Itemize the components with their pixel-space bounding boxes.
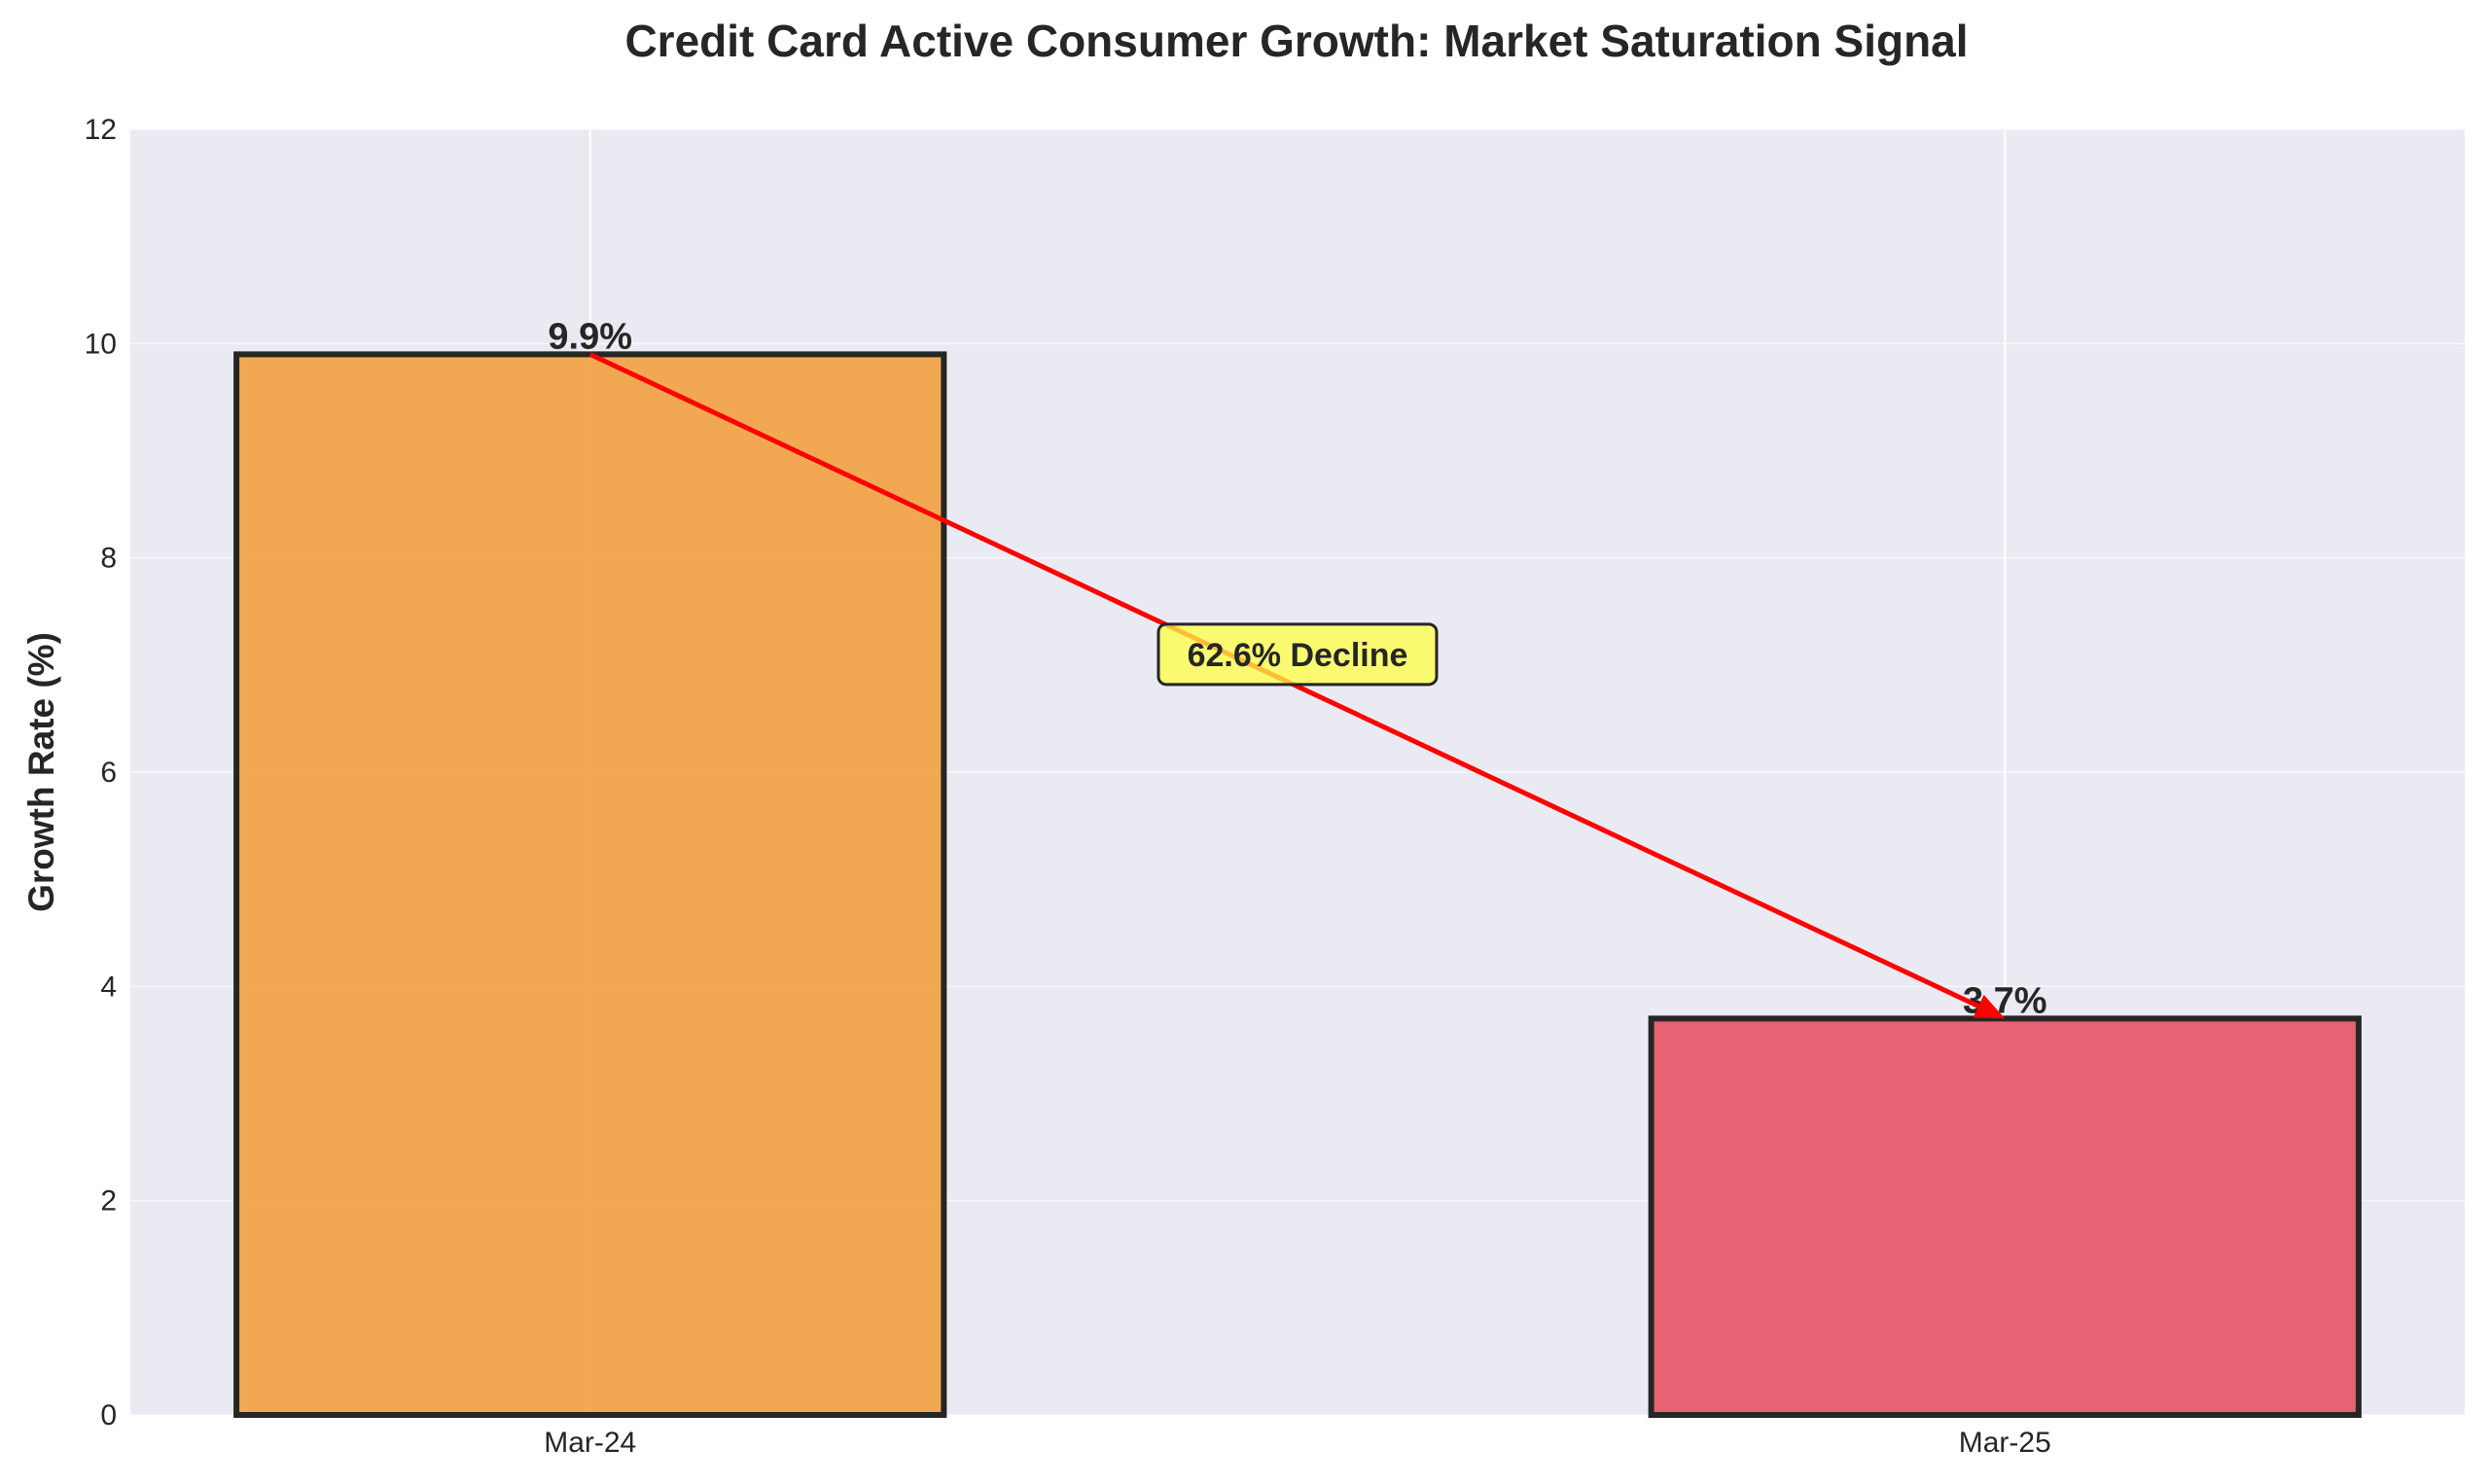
chart-title: Credit Card Active Consumer Growth: Mark… xyxy=(624,16,1968,66)
y-tick-label: 0 xyxy=(100,1399,117,1431)
y-axis-label: Growth Rate (%) xyxy=(21,632,61,912)
arrow-head-icon xyxy=(1973,994,2006,1019)
decline-annotation: 62.6% Decline xyxy=(588,352,2006,1019)
y-tick-label: 12 xyxy=(85,114,117,146)
x-axis-ticks: Mar-24 Mar-25 xyxy=(544,1427,2051,1459)
bar-Mar-25 xyxy=(1648,1015,2362,1418)
x-tick-label: Mar-25 xyxy=(1959,1427,2051,1459)
y-axis-ticks: 0 2 4 6 8 10 12 xyxy=(85,114,117,1431)
x-tick-label: Mar-24 xyxy=(544,1427,636,1459)
y-tick-label: 2 xyxy=(100,1185,117,1218)
bars xyxy=(233,351,2362,1419)
annotation-text: 62.6% Decline xyxy=(1188,637,1408,674)
y-tick-label: 10 xyxy=(85,328,117,360)
y-tick-label: 8 xyxy=(100,543,117,575)
value-label: 9.9% xyxy=(548,316,632,357)
y-tick-label: 6 xyxy=(100,757,117,789)
bar-Mar-24 xyxy=(233,351,947,1419)
annotation-box xyxy=(1156,622,1439,687)
y-tick-label: 4 xyxy=(100,971,117,1003)
